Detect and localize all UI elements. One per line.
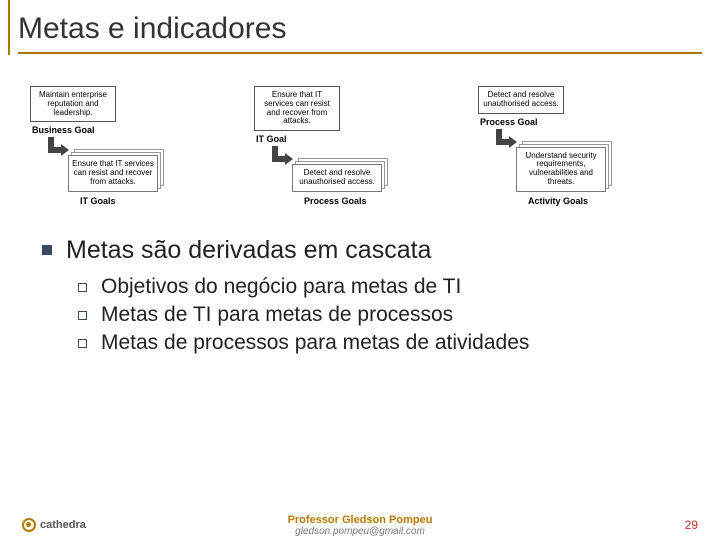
slide-title: Metas e indicadores	[18, 12, 702, 46]
list-item: Objetivos do negócio para metas de TI	[78, 275, 690, 299]
it-goal-label: IT Goal	[256, 134, 287, 144]
group-business: Maintain enterprise reputation and leade…	[30, 86, 242, 206]
activity-goals-label: Activity Goals	[528, 196, 588, 206]
business-goal-box: Maintain enterprise reputation and leade…	[30, 86, 116, 122]
it-goal-box: Ensure that IT services can resist and r…	[254, 86, 340, 131]
sub-bullet-list: Objetivos do negócio para metas de TI Me…	[42, 275, 690, 355]
title-underline	[18, 52, 702, 54]
arrow-icon	[272, 146, 290, 168]
arrow-icon	[496, 129, 514, 151]
logo: cathedra	[22, 518, 86, 532]
group-process: Detect and resolve unauthorised access. …	[478, 86, 690, 206]
main-bullet-text: Metas são derivadas em cascata	[66, 236, 431, 265]
cascade-diagram: Maintain enterprise reputation and leade…	[0, 62, 720, 216]
it-goals-label: IT Goals	[80, 196, 116, 206]
activity-goals-box: Understand security requirements, vulner…	[516, 147, 606, 192]
it-goals-stack: Ensure that IT services can resist and r…	[68, 155, 158, 191]
page-number: 29	[685, 518, 698, 532]
sub-bullet-text: Metas de processos para metas de ativida…	[101, 331, 529, 355]
process-goals-stack: Detect and resolve unauthorised access.	[292, 164, 382, 192]
logo-icon	[22, 518, 36, 532]
process-goal-label: Process Goal	[480, 117, 538, 127]
arrow-icon	[48, 137, 66, 159]
title-area: Metas e indicadores	[0, 0, 720, 62]
hollow-bullet-icon	[78, 311, 87, 320]
sub-bullet-text: Metas de TI para metas de processos	[101, 303, 453, 327]
list-item: Metas de processos para metas de ativida…	[78, 331, 690, 355]
activity-goals-stack: Understand security requirements, vulner…	[516, 147, 606, 192]
footer: cathedra Professor Gledson Pompeu gledso…	[0, 518, 720, 532]
professor-email: gledson.pompeu@gmail.com	[288, 526, 433, 537]
process-goals-box: Detect and resolve unauthorised access.	[292, 164, 382, 192]
list-item: Metas de TI para metas de processos	[78, 303, 690, 327]
sub-bullet-text: Objetivos do negócio para metas de TI	[101, 275, 461, 299]
process-goal-box: Detect and resolve unauthorised access.	[478, 86, 564, 114]
hollow-bullet-icon	[78, 283, 87, 292]
content-area: Metas são derivadas em cascata Objetivos…	[0, 216, 720, 355]
accent-vertical-line	[8, 0, 10, 55]
business-goal-label: Business Goal	[32, 125, 95, 135]
main-bullet-row: Metas são derivadas em cascata	[42, 236, 690, 265]
process-goals-label: Process Goals	[304, 196, 367, 206]
group-it: Ensure that IT services can resist and r…	[254, 86, 466, 206]
it-goals-box: Ensure that IT services can resist and r…	[68, 155, 158, 191]
logo-text: cathedra	[40, 519, 86, 531]
hollow-bullet-icon	[78, 339, 87, 348]
footer-center: Professor Gledson Pompeu gledson.pompeu@…	[288, 514, 433, 537]
professor-name: Professor Gledson Pompeu	[288, 514, 433, 526]
square-bullet-icon	[42, 245, 52, 255]
